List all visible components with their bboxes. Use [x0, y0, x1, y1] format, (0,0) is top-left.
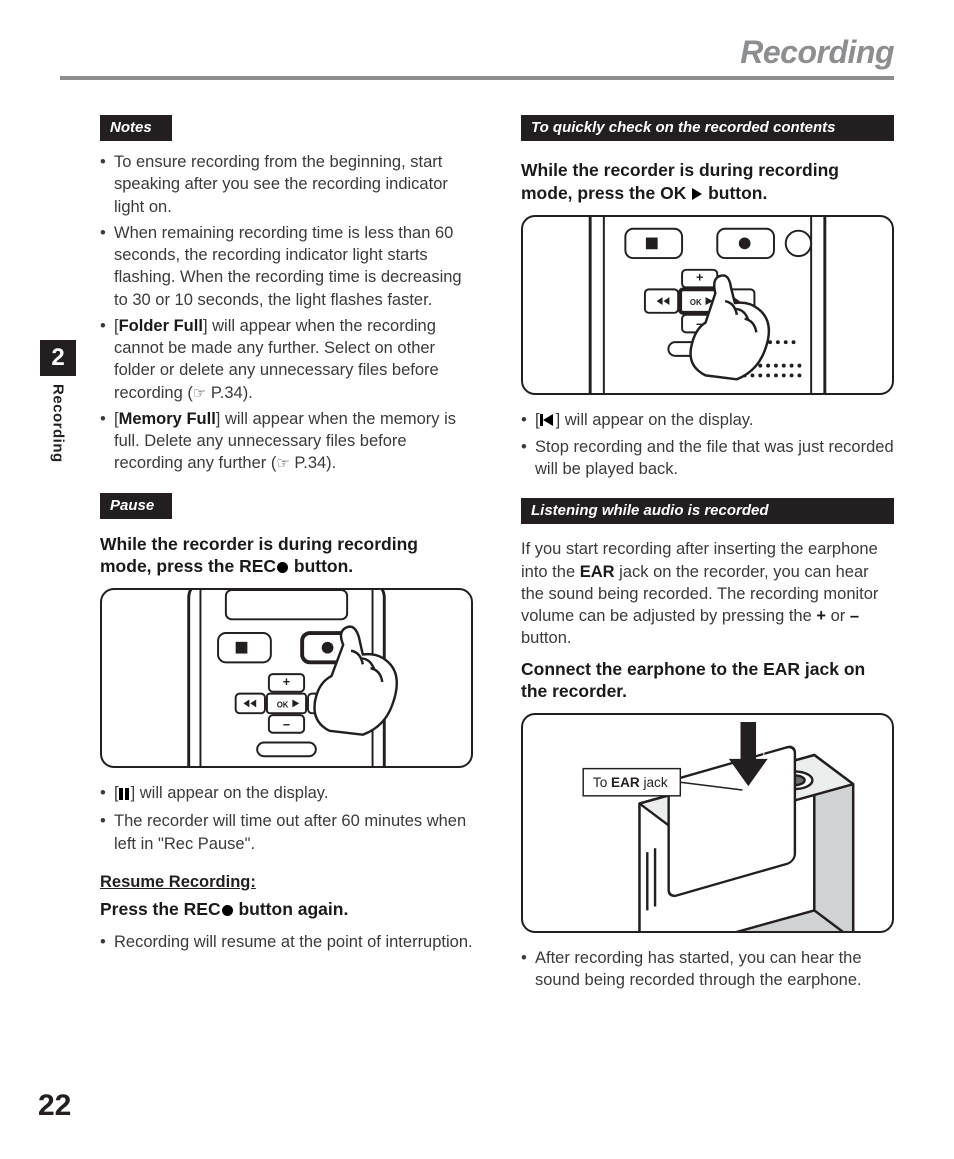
note-item: [] will appear on the display.	[535, 409, 894, 432]
svg-text:To EAR jack: To EAR jack	[593, 775, 668, 790]
note-item: [] will appear on the display.	[114, 782, 473, 806]
svg-text:OK: OK	[690, 298, 702, 307]
title-rule	[60, 76, 894, 80]
chapter-tab: 2 Recording	[40, 340, 76, 463]
pause-icon	[119, 784, 131, 806]
content-columns: Notes To ensure recording from the begin…	[100, 115, 894, 1010]
svg-text:+: +	[283, 674, 290, 689]
resume-notes: Recording will resume at the point of in…	[100, 931, 473, 953]
pause-notes: [] will appear on the display. The recor…	[100, 782, 473, 855]
left-column: Notes To ensure recording from the begin…	[100, 115, 473, 1010]
note-item: Recording will resume at the point of in…	[114, 931, 473, 953]
note-item: Stop recording and the file that was jus…	[535, 436, 894, 481]
quick-check-banner: To quickly check on the recorded content…	[521, 115, 894, 141]
rec-icon	[277, 562, 288, 573]
resume-heading: Resume Recording:	[100, 873, 473, 892]
note-item: To ensure recording from the beginning, …	[114, 151, 473, 218]
note-item: [Folder Full] will appear when the recor…	[114, 315, 473, 404]
play-forward-icon	[540, 410, 556, 432]
svg-text:OK: OK	[277, 701, 289, 710]
pause-instruction: While the recorder is during recording m…	[100, 533, 473, 579]
play-icon	[692, 188, 702, 200]
notes-banner: Notes	[100, 115, 172, 141]
listening-banner: Listening while audio is recorded	[521, 498, 894, 524]
note-item: [Memory Full] will appear when the memor…	[114, 408, 473, 475]
device-illustration: + − OK	[102, 590, 471, 766]
pause-banner: Pause	[100, 493, 172, 519]
page-title: Recording	[740, 34, 894, 71]
ref-icon: ☞	[276, 454, 289, 474]
page-number: 22	[38, 1089, 71, 1123]
ref-icon: ☞	[193, 384, 206, 404]
quick-notes: [] will appear on the display. Stop reco…	[521, 409, 894, 481]
svg-text:−: −	[283, 717, 290, 732]
listening-notes: After recording has started, you can hea…	[521, 947, 894, 992]
figure-press-ok: + − OK	[521, 215, 894, 395]
figure-ear-jack: To EAR jack	[521, 713, 894, 933]
note-item: The recorder will time out after 60 minu…	[114, 810, 473, 855]
note-item: When remaining recording time is less th…	[114, 222, 473, 311]
right-column: To quickly check on the recorded content…	[521, 115, 894, 1010]
ear-jack-illustration: To EAR jack	[523, 715, 892, 931]
chapter-label: Recording	[50, 384, 67, 463]
figure-press-rec: + − OK	[100, 588, 473, 768]
connect-instruction: Connect the earphone to the EAR jack on …	[521, 658, 894, 704]
rec-icon	[222, 905, 233, 916]
listening-body: If you start recording after inserting t…	[521, 538, 894, 649]
svg-text:+: +	[696, 269, 703, 284]
device-illustration: + − OK	[523, 217, 892, 393]
resume-instruction: Press the REC button again.	[100, 898, 473, 921]
note-item: After recording has started, you can hea…	[535, 947, 894, 992]
notes-list: To ensure recording from the beginning, …	[100, 151, 473, 475]
chapter-number: 2	[40, 340, 76, 376]
quick-instruction: While the recorder is during recording m…	[521, 159, 894, 205]
